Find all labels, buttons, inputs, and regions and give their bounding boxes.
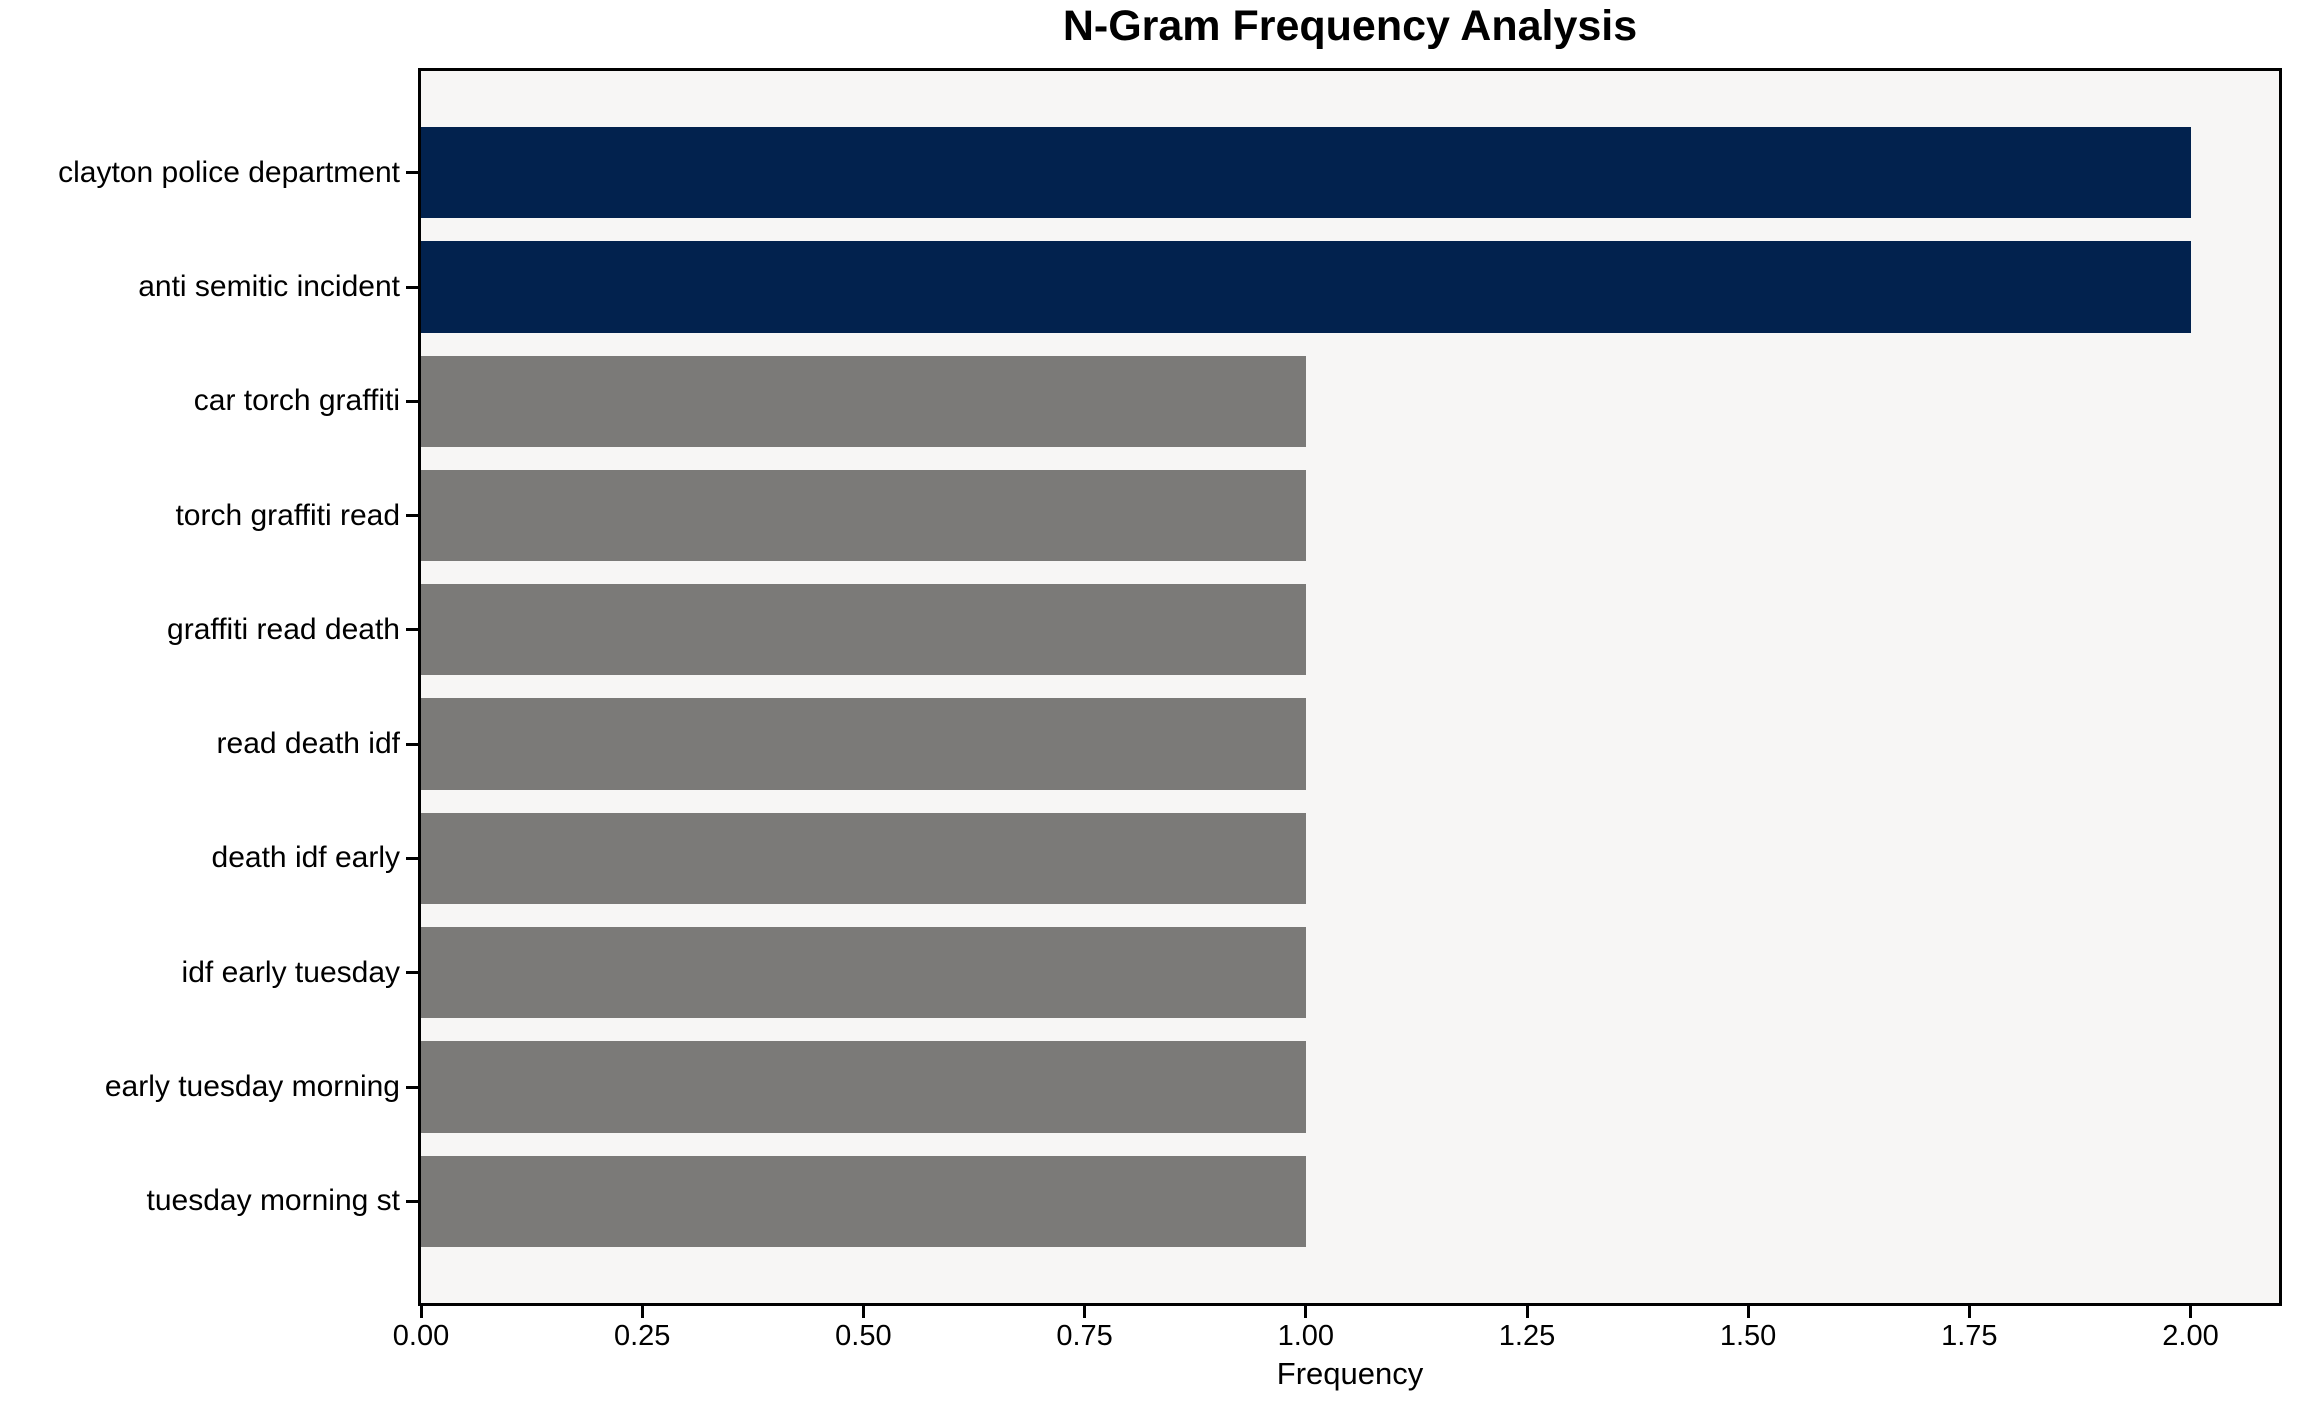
x-tick-mark <box>1525 1306 1529 1318</box>
x-tick-mark <box>2189 1306 2192 1318</box>
x-tick-label: 0.00 <box>392 1320 450 1352</box>
y-tick-label: early tuesday morning <box>104 1070 400 1103</box>
y-tick-label: graffiti read death <box>167 612 400 646</box>
bar <box>421 241 2191 333</box>
y-tick-mark <box>406 856 418 860</box>
y-tick-mark <box>406 628 418 632</box>
y-tick-mark <box>406 399 418 403</box>
bar <box>421 1155 1306 1247</box>
x-tick-label: 0.50 <box>835 1320 892 1352</box>
x-tick-mark <box>1746 1306 1750 1318</box>
x-tick-label: 1.00 <box>1277 1320 1335 1352</box>
y-tick-label: clayton police department <box>58 155 400 189</box>
chart-title: N-Gram Frequency Analysis <box>1062 2 1638 50</box>
x-tick-mark <box>419 1306 423 1318</box>
y-tick-label: read death idf <box>216 727 400 761</box>
bar <box>421 812 1306 905</box>
y-tick-label: idf early tuesday <box>181 955 400 989</box>
bar <box>421 127 2191 219</box>
bar <box>421 355 1306 447</box>
bar <box>421 927 1306 1019</box>
bar <box>421 1041 1306 1133</box>
y-tick-label: death idf early <box>211 841 400 875</box>
plot-area <box>418 68 2282 1306</box>
x-tick-mark <box>640 1306 644 1318</box>
x-tick-label: 1.50 <box>1719 1320 1777 1352</box>
x-tick-label: 0.75 <box>1056 1320 1113 1352</box>
x-tick-label: 2.00 <box>2162 1320 2219 1352</box>
x-tick-label: 0.25 <box>613 1320 671 1352</box>
bar <box>421 584 1306 676</box>
y-tick-mark <box>406 1085 418 1089</box>
y-axis: clayton police department anti semitic in… <box>0 71 400 1303</box>
x-tick-mark <box>1304 1306 1308 1318</box>
x-tick-label: 1.75 <box>1941 1320 1998 1352</box>
y-tick-mark <box>406 742 418 746</box>
y-tick-mark <box>406 971 418 975</box>
y-tick-label: torch graffiti read <box>175 498 400 532</box>
bar <box>421 469 1306 562</box>
y-tick-label: anti semitic incident <box>138 270 400 303</box>
bar <box>421 698 1306 790</box>
x-tick-mark <box>861 1306 865 1318</box>
y-tick-mark <box>406 285 418 289</box>
y-tick-label: car torch graffiti <box>193 384 400 418</box>
x-axis-label: Frequency <box>1276 1356 1424 1391</box>
y-tick-mark <box>406 514 418 518</box>
y-tick-mark <box>406 171 418 175</box>
y-tick-label: tuesday morning st <box>146 1184 400 1218</box>
y-tick-mark <box>406 1199 418 1203</box>
x-tick-mark <box>1083 1306 1087 1318</box>
x-tick-mark <box>1967 1306 1971 1318</box>
x-tick-label: 1.25 <box>1498 1320 1556 1352</box>
